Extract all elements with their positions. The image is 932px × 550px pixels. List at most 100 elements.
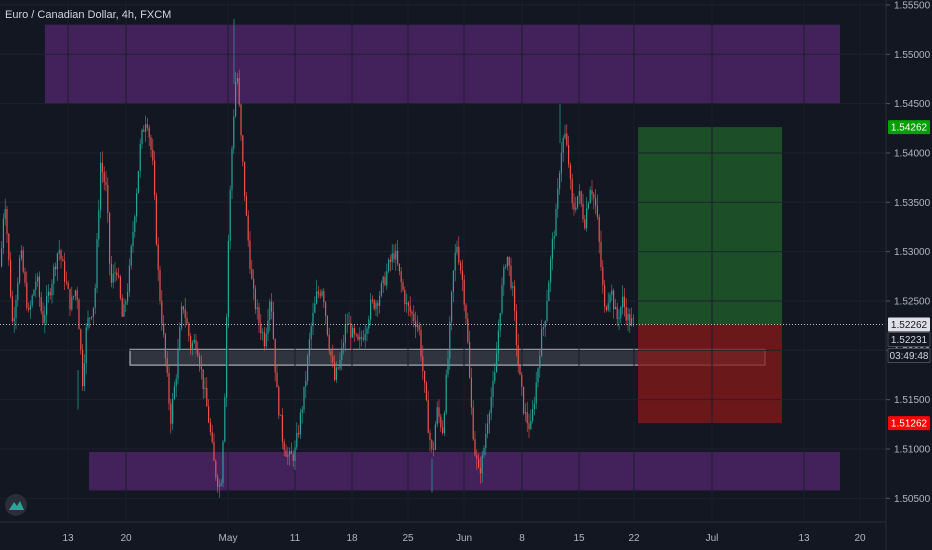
candle [166,350,168,377]
x-tick-label: 8 [519,533,525,544]
candle [332,344,334,368]
candle [256,299,258,320]
candle [107,177,109,223]
candle [56,252,58,282]
y-tick-label: 1.54500 [894,99,931,110]
candle [82,344,84,391]
candle [618,309,620,331]
candle [114,262,116,283]
price-badge-label: 1.52231 [891,335,928,346]
candle [564,124,566,140]
candle [218,479,220,498]
candle [296,422,298,451]
candle [260,313,262,340]
candle [361,330,363,347]
candle [377,300,379,318]
candle [100,152,102,219]
candle [362,329,364,342]
time-axis[interactable]: 13 20 May 11 18 25 Jun 8 15 22 Jul 13 20 [62,533,866,544]
candle [458,236,460,266]
chart-title: Euro / Canadian Dollar, 4h, FXCM [5,9,171,21]
candle [301,405,303,424]
candle [294,440,296,471]
candle [19,254,21,285]
candle [591,179,593,201]
candle [47,284,49,303]
candle [370,293,372,326]
candle [449,316,451,371]
candle [87,310,89,331]
candle [35,273,37,298]
candle [622,285,624,315]
candle [443,410,445,437]
candle [229,185,231,250]
candle [262,328,264,341]
candle [402,278,404,292]
candle [112,264,114,289]
candle [380,280,382,298]
candle [422,345,424,380]
candle [452,269,454,303]
candle [80,328,82,355]
candle [379,291,381,314]
candle [334,355,336,382]
x-tick-label: Jul [706,533,719,544]
candle [233,109,235,154]
candle [454,244,456,282]
x-tick-label: 13 [798,533,810,544]
candle [598,214,600,254]
candle [121,294,123,317]
candle [465,303,467,325]
candle [497,319,499,362]
candle [20,245,22,261]
candle [326,314,328,337]
candle [55,262,57,277]
candle [609,292,611,313]
candle [560,142,562,182]
candle [409,296,411,317]
candle [8,232,10,266]
candle [197,341,199,358]
candle [40,291,42,315]
candle [148,124,150,146]
profit-zone[interactable] [638,127,782,325]
candle [559,170,561,195]
candle [490,387,492,420]
candle [474,430,476,457]
candle [494,363,496,384]
candle [395,243,397,271]
candle [163,315,165,338]
candle [584,215,586,231]
candle [10,251,12,299]
candle [519,365,521,376]
candle [200,355,202,380]
candle [274,338,276,382]
candle [49,287,51,300]
candle [577,195,579,210]
candle [451,290,453,331]
candle [613,288,615,319]
candle [499,312,501,338]
candle [251,259,253,280]
x-tick-label: 22 [628,533,640,544]
candle [501,277,503,316]
candle [28,302,30,313]
tradingview-logo-icon[interactable] [5,494,27,516]
candle [595,189,597,215]
candle [132,221,134,253]
candle [488,410,490,434]
candle [240,103,242,141]
loss-zone[interactable] [638,324,782,424]
candle [445,369,447,416]
candle [128,258,130,297]
candle [571,173,573,210]
supply-zone[interactable] [45,24,840,104]
candle [463,274,465,312]
candle [593,192,595,210]
candle [557,178,559,218]
candle [258,302,260,333]
candle [37,272,39,287]
candle [308,332,310,366]
